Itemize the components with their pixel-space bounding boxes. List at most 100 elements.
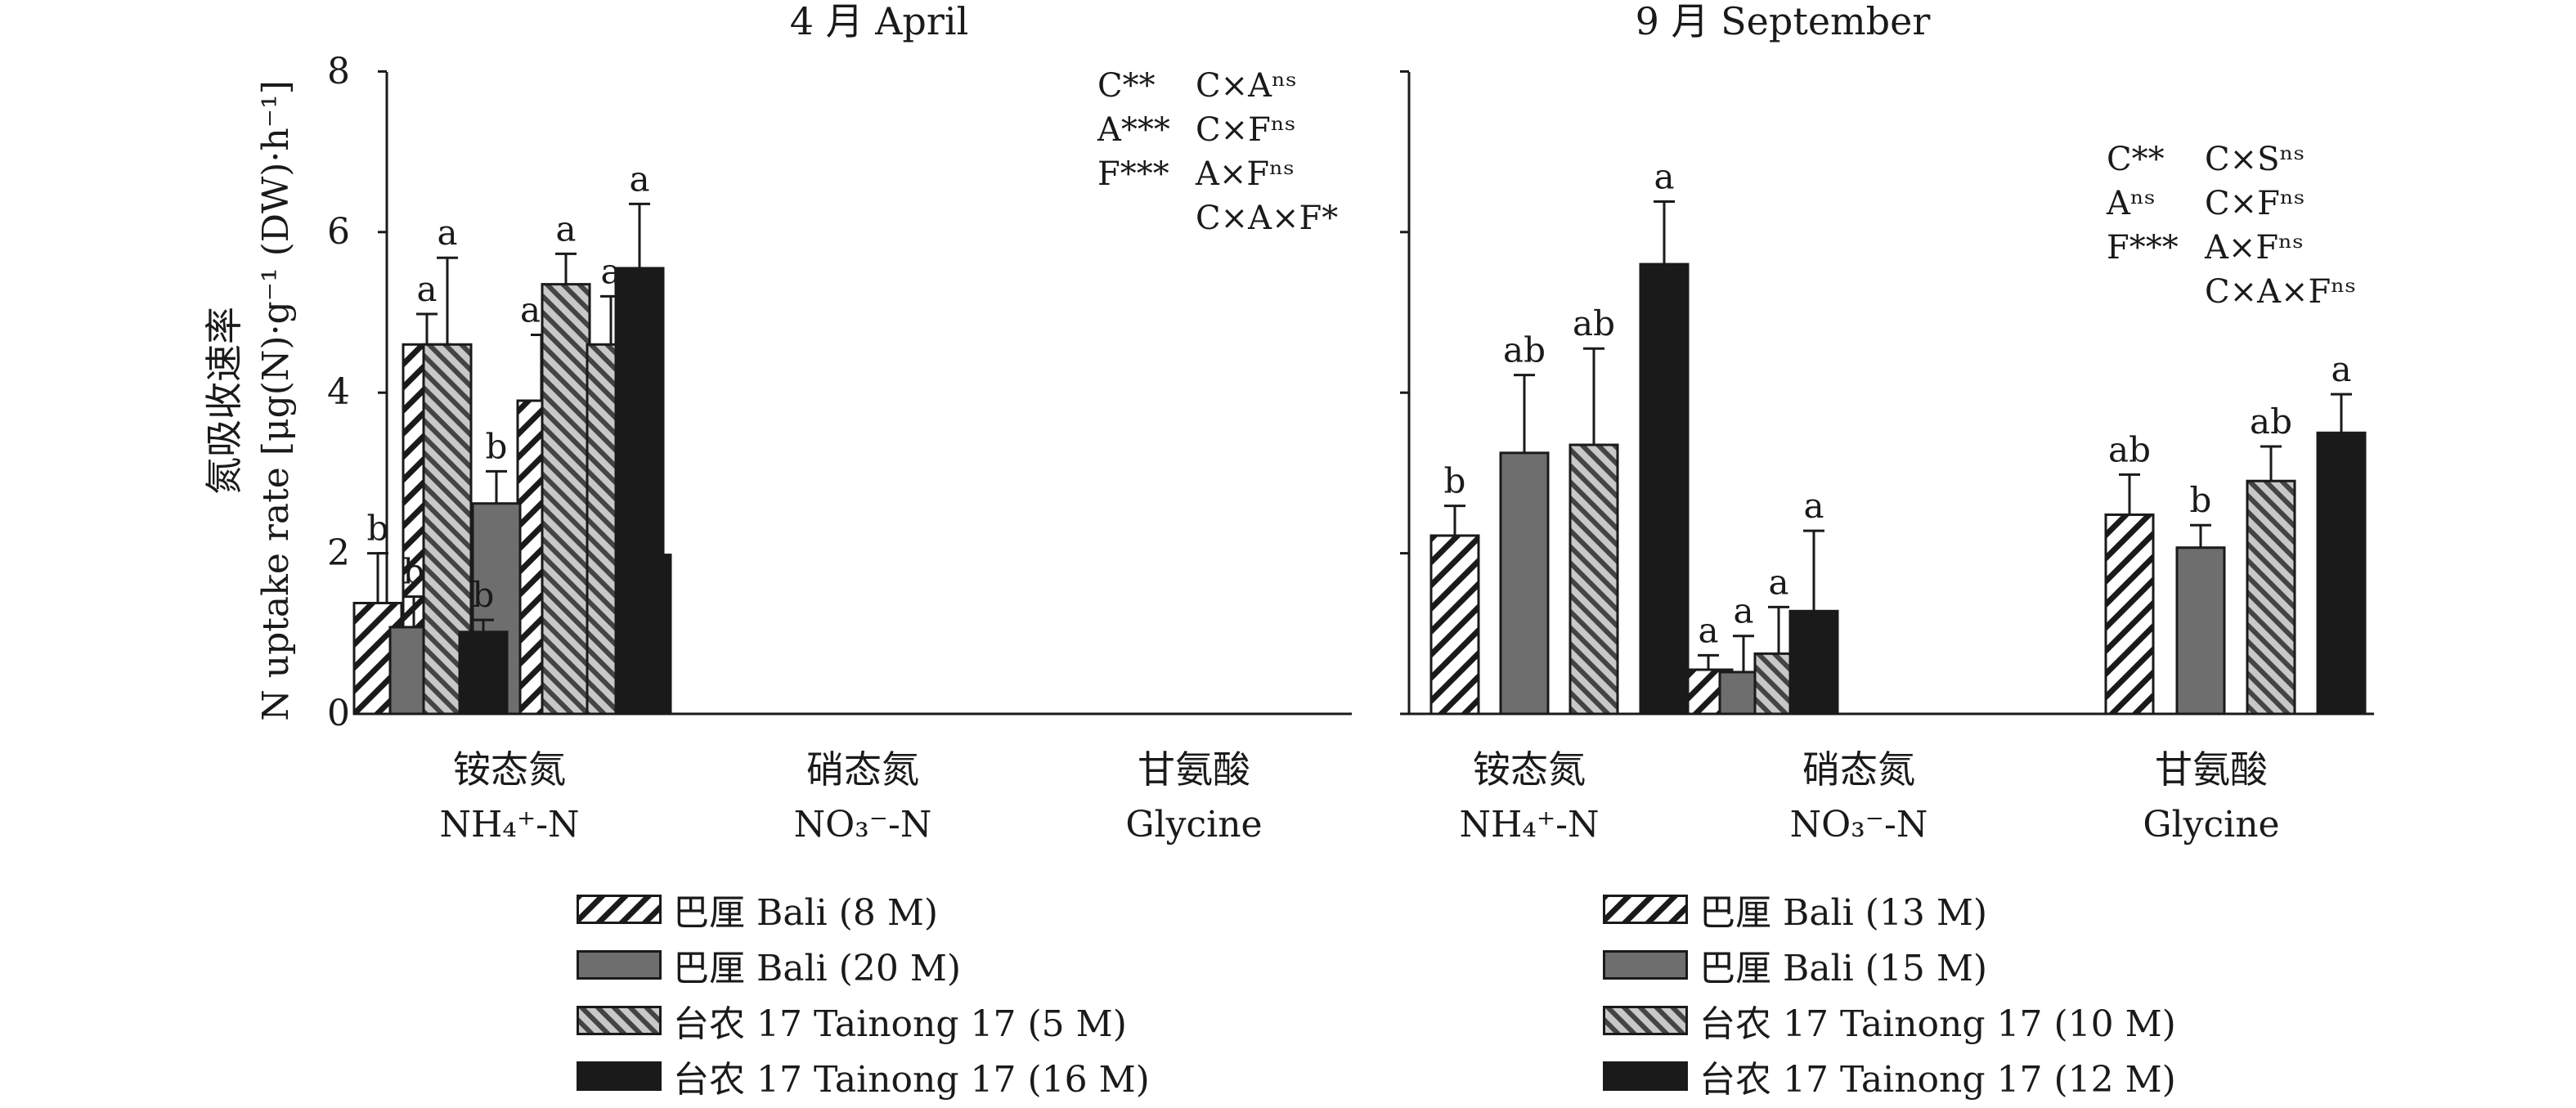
bar bbox=[1499, 451, 1550, 715]
bar bbox=[458, 630, 509, 715]
category-label-en: Glycine bbox=[1125, 804, 1262, 846]
bar bbox=[2104, 513, 2155, 715]
legend-item: 巴厘 Bali (20 M) bbox=[577, 937, 1394, 993]
significance-letter: ab bbox=[1503, 330, 1546, 370]
category-label-en: NH₄⁺-N bbox=[439, 804, 579, 846]
legend-label: 巴厘 Bali (15 M) bbox=[1699, 948, 1988, 989]
legend-swatch-gray-stripe bbox=[577, 1006, 662, 1035]
legend-label: 台农 17 Tainong 17 (16 M) bbox=[673, 1059, 1150, 1101]
legend-item: 巴厘 Bali (8 M) bbox=[577, 881, 1394, 937]
significance-letter: a bbox=[1698, 610, 1718, 650]
y-axis-title-en: N uptake rate [μg(N)·g⁻¹ (DW)·h⁻¹] bbox=[255, 80, 297, 721]
bar bbox=[1639, 262, 1690, 715]
bar bbox=[622, 554, 672, 715]
stats-text: F*** bbox=[1097, 155, 1169, 193]
stats-text: C** bbox=[1097, 67, 1156, 105]
significance-letter: ab bbox=[2250, 401, 2292, 442]
stats-annotation: C** A*** F*** C×Aⁿˢ C×Fⁿˢ A×Fⁿˢ C×A×F* bbox=[1097, 67, 1338, 237]
category-labels: 铵态氮 NH₄⁺-N 硝态氮 NO₃⁻-N 甘氨酸 Glycine bbox=[1459, 747, 2279, 846]
category-label-en: Glycine bbox=[2143, 804, 2279, 846]
legend-swatch-gray bbox=[1603, 950, 1688, 980]
significance-letter: a bbox=[555, 209, 576, 249]
category-label-en: NO₃⁻-N bbox=[794, 804, 932, 846]
stats-text: C×Fⁿˢ bbox=[2205, 185, 2305, 222]
significance-letter: a bbox=[437, 213, 457, 253]
y-tick-label: 6 bbox=[327, 211, 350, 253]
category-label-zh: 甘氨酸 bbox=[1138, 747, 1250, 792]
category-label-zh: 硝态氮 bbox=[1802, 747, 1915, 792]
significance-letter: b bbox=[403, 552, 425, 592]
legend-label: 巴厘 Bali (13 M) bbox=[1699, 892, 1988, 934]
y-tick-label: 2 bbox=[327, 532, 350, 574]
legend-swatch-black bbox=[1603, 1061, 1688, 1091]
significance-letter: a bbox=[1803, 486, 1824, 526]
y-axis-ticks: 0 2 4 6 8 bbox=[327, 51, 387, 734]
bar bbox=[1429, 534, 1480, 715]
bar bbox=[2316, 431, 2367, 715]
stats-text: F*** bbox=[2107, 229, 2179, 267]
category-label-en: NO₃⁻-N bbox=[1790, 804, 1928, 846]
category-label-zh: 甘氨酸 bbox=[2155, 747, 2268, 792]
legend-item: 巴厘 Bali (13 M) bbox=[1603, 881, 2421, 937]
bar bbox=[2246, 479, 2296, 715]
stats-annotation: C** Aⁿˢ F*** C×Sⁿˢ C×Fⁿˢ A×Fⁿˢ C×A×Fⁿˢ bbox=[2106, 141, 2356, 311]
y-tick-label: 0 bbox=[327, 693, 350, 734]
significance-letter: b bbox=[636, 478, 658, 518]
significance-letter: a bbox=[2331, 349, 2351, 389]
significance-letter: a bbox=[1654, 156, 1674, 196]
bar bbox=[1788, 609, 1839, 715]
legend-april: 巴厘 Bali (8 M) 巴厘 Bali (20 M) 台农 17 Taino… bbox=[577, 881, 1394, 1104]
legend-label: 台农 17 Tainong 17 (10 M) bbox=[1699, 1003, 2176, 1045]
y-axis-title: 氮吸收速率 N uptake rate [μg(N)·g⁻¹ (DW)·h⁻¹] bbox=[202, 80, 297, 721]
category-label-zh: 铵态氮 bbox=[1473, 747, 1586, 792]
category-label-zh: 硝态氮 bbox=[806, 747, 919, 792]
significance-letter: a bbox=[629, 159, 649, 199]
stats-text: C×A×F* bbox=[1196, 200, 1338, 237]
category-label-en: NH₄⁺-N bbox=[1459, 804, 1599, 846]
stats-text: C** bbox=[2107, 141, 2165, 178]
significance-letter: b bbox=[473, 575, 495, 615]
stats-text: A*** bbox=[1097, 111, 1170, 149]
legend-swatch-white-stripe bbox=[1603, 895, 1688, 924]
category-label-zh: 铵态氮 bbox=[453, 747, 566, 792]
bar bbox=[541, 283, 591, 715]
panel-april: 4 月 April 0 2 4 6 8 ababbbbaaaabb 铵态氮 NH… bbox=[327, 0, 1352, 846]
category-labels: 铵态氮 NH₄⁺-N 硝态氮 NO₃⁻-N 甘氨酸 Glycine bbox=[439, 747, 1262, 846]
legend-item: 巴厘 Bali (15 M) bbox=[1603, 937, 2421, 993]
stats-text: C×A×Fⁿˢ bbox=[2205, 273, 2356, 311]
legend-label: 台农 17 Tainong 17 (12 M) bbox=[1699, 1059, 2176, 1101]
legend-item: 台农 17 Tainong 17 (16 M) bbox=[577, 1048, 1394, 1104]
stats-text: A×Fⁿˢ bbox=[1195, 155, 1295, 193]
legend-item: 台农 17 Tainong 17 (5 M) bbox=[577, 993, 1394, 1048]
legend-swatch-gray-stripe bbox=[1603, 1006, 1688, 1035]
legend-label: 台农 17 Tainong 17 (5 M) bbox=[673, 1003, 1127, 1045]
y-tick-label: 4 bbox=[327, 371, 350, 413]
legend-label: 巴厘 Bali (20 M) bbox=[673, 948, 962, 989]
significance-letter: a bbox=[416, 269, 437, 309]
y-axis-title-zh: 氮吸收速率 bbox=[202, 307, 246, 495]
significance-letter: ab bbox=[2108, 429, 2151, 469]
bar bbox=[1568, 443, 1619, 715]
stats-text: A×Fⁿˢ bbox=[2204, 229, 2304, 267]
significance-letter: b bbox=[2190, 480, 2212, 520]
bar bbox=[2175, 546, 2226, 715]
legend-item: 台农 17 Tainong 17 (12 M) bbox=[1603, 1048, 2421, 1104]
significance-letter: a bbox=[1768, 562, 1788, 602]
stats-text: C×Aⁿˢ bbox=[1196, 67, 1297, 105]
significance-letter: ab bbox=[1573, 303, 1615, 343]
significance-letter: a bbox=[1733, 591, 1753, 631]
y-axis-ticks bbox=[1400, 70, 1409, 715]
bar-group: ababbbbaaaabb bbox=[352, 159, 672, 715]
y-tick-label: 8 bbox=[327, 51, 350, 92]
legend-swatch-gray bbox=[577, 950, 662, 980]
legend-item: 台农 17 Tainong 17 (10 M) bbox=[1603, 993, 2421, 1048]
legend-label: 巴厘 Bali (8 M) bbox=[673, 892, 939, 934]
stats-text: C×Fⁿˢ bbox=[1196, 111, 1296, 149]
legend-september: 巴厘 Bali (13 M) 巴厘 Bali (15 M) 台农 17 Tain… bbox=[1603, 881, 2421, 1104]
legend-swatch-white-stripe bbox=[577, 895, 662, 924]
stats-text: Aⁿˢ bbox=[2106, 185, 2156, 222]
significance-letter: b bbox=[486, 426, 508, 466]
